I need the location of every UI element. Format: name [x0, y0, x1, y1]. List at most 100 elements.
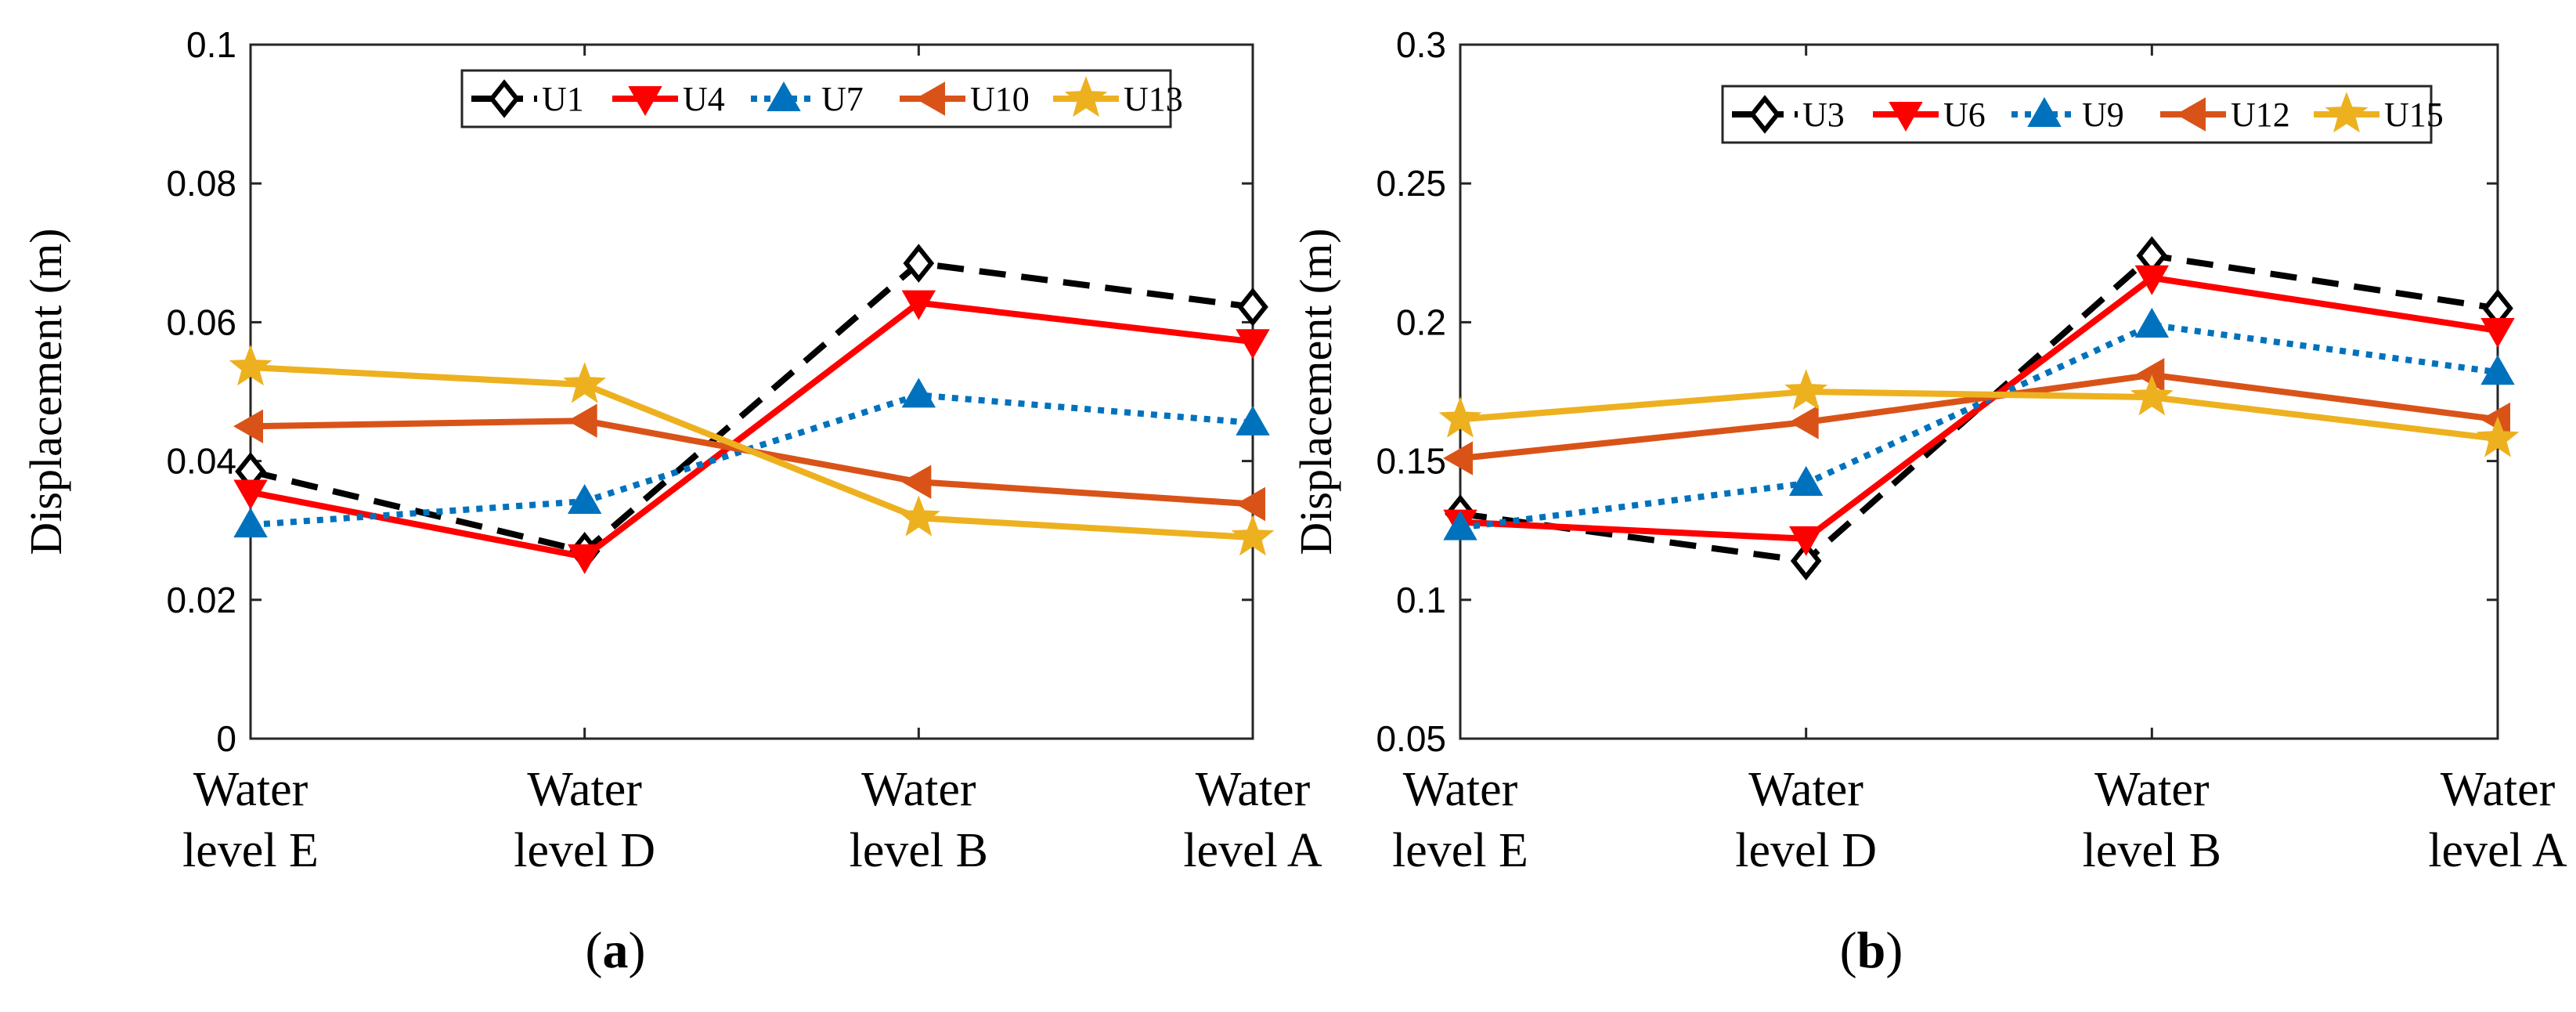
x-tick-label: Water: [861, 763, 976, 816]
data-point-U7: [1236, 405, 1270, 436]
data-point-U15: [2476, 416, 2520, 457]
legend-marker-U9: [2027, 96, 2062, 127]
data-point-U15: [2130, 374, 2174, 416]
legend-box: [1721, 85, 2433, 144]
legend-marker-U1: [489, 79, 520, 118]
legend-box: [460, 69, 1172, 128]
y-tick-label: 0.06: [166, 302, 236, 342]
legend-item-U1: U1: [471, 79, 584, 118]
legend-item-U4: U4: [612, 80, 725, 118]
series-U15: [1438, 369, 2520, 457]
legend-label-U9: U9: [2082, 96, 2124, 134]
y-tick-label: 0.25: [1376, 163, 1446, 204]
data-point-U4: [1236, 329, 1270, 360]
series-U1: [235, 244, 1268, 571]
series-U6: [1443, 265, 2515, 556]
x-tick-label: level B: [2083, 824, 2221, 877]
y-tick-label: 0.04: [166, 441, 236, 482]
series-U12: [1442, 358, 2510, 475]
data-point-U15: [1438, 396, 1482, 438]
data-point-U7: [233, 508, 268, 538]
legend-marker-U4: [628, 86, 662, 117]
data-point-U12: [1442, 441, 1473, 475]
y-tick-label: 0.1: [1396, 580, 1446, 620]
x-tick-label: Water: [2441, 763, 2556, 816]
data-point-U13: [1231, 515, 1275, 556]
series-line-U4: [250, 299, 1254, 560]
data-point-U9: [2134, 307, 2170, 338]
data-point-U4: [901, 290, 936, 320]
legend-label-U4: U4: [683, 80, 725, 118]
legend-label-U7: U7: [821, 80, 864, 118]
data-point-U10: [901, 464, 932, 499]
data-point-U7: [567, 483, 602, 514]
legend-item-U6: U6: [1873, 96, 1986, 134]
y-axis-label: Displacement (m): [20, 228, 71, 555]
data-point-U1: [903, 244, 935, 283]
y-tick-label: 0.02: [166, 580, 236, 620]
data-point-U13: [897, 495, 940, 537]
legend-item-U9: U9: [2011, 96, 2124, 134]
y-tick-label: 0.2: [1396, 302, 1446, 342]
data-point-U4: [233, 479, 268, 510]
x-tick-label: Water: [1748, 763, 1863, 816]
data-point-U9: [1788, 465, 1824, 496]
plot-area-frame: [1459, 43, 2499, 740]
data-point-U7: [901, 378, 936, 408]
legend-marker-U12: [2175, 97, 2206, 132]
series-U9: [1443, 307, 2515, 540]
legend-label-U12: U12: [2231, 96, 2290, 134]
legend-marker-U15: [2325, 92, 2369, 133]
legend-label-U6: U6: [1943, 96, 1986, 134]
legend-item-U12: U12: [2160, 96, 2290, 134]
x-tick-label: level D: [1735, 824, 1877, 877]
series-line-U12: [1459, 371, 2498, 462]
x-tick-label: Water: [193, 763, 308, 816]
series-U7: [233, 378, 1270, 538]
data-point-U9: [1443, 510, 1477, 540]
series-line-U3: [1459, 252, 2498, 565]
plot-area-frame: [249, 43, 1254, 740]
y-tick-label: 0.15: [1376, 441, 1446, 482]
legend-label-U1: U1: [542, 80, 584, 118]
series-U13: [229, 345, 1275, 556]
y-axis-label: Displacement (m): [1290, 228, 1341, 555]
data-point-U9: [2480, 355, 2515, 385]
series-line-U7: [250, 392, 1254, 529]
data-point-U3: [1790, 541, 1822, 580]
x-tick-label: Water: [527, 763, 642, 816]
y-tick-label: 0: [216, 718, 236, 759]
series-line-U1: [250, 260, 1254, 555]
y-tick-label: 0.1: [186, 24, 236, 65]
data-point-U13: [229, 345, 272, 386]
legend: U3 U6 U9 U12 U15: [1721, 85, 2444, 144]
series-U4: [233, 290, 1270, 574]
legend-label-U15: U15: [2384, 96, 2444, 134]
data-point-U10: [1235, 486, 1265, 522]
legend-item-U3: U3: [1732, 95, 1845, 134]
series-line-U13: [250, 364, 1254, 541]
x-tick-label: level A: [1183, 824, 1322, 877]
data-point-U6: [2134, 265, 2170, 295]
y-tick-label: 0.05: [1376, 718, 1446, 759]
x-tick-label: level A: [2428, 824, 2567, 877]
panel-b: 0.05 0.1 0.15 0.2 0.25 0.3 Water level E Water le…: [1290, 24, 2567, 979]
legend-item-U10: U10: [900, 80, 1030, 118]
legend-label-U13: U13: [1124, 80, 1183, 118]
data-point-U15: [1784, 369, 1828, 410]
legend-marker-U10: [915, 81, 945, 116]
legend-item-U15: U15: [2314, 92, 2444, 134]
y-tick-label: 0.3: [1396, 24, 1446, 65]
x-tick-label: level E: [1392, 824, 1528, 877]
x-tick-label: Water: [2094, 763, 2210, 816]
panel-a: 0 0.02 0.04 0.06 0.08 0.1 Water level E Water lev…: [20, 24, 1322, 979]
data-point-U1: [1237, 287, 1268, 327]
panel-label: (b): [1840, 922, 1903, 979]
data-point-U10: [567, 403, 597, 438]
y-tick-label: 0.08: [166, 163, 236, 204]
legend-marker-U13: [1064, 76, 1108, 117]
data-point-U13: [563, 362, 607, 403]
series-line-U9: [1459, 321, 2498, 531]
legend-label-U3: U3: [1802, 96, 1845, 134]
